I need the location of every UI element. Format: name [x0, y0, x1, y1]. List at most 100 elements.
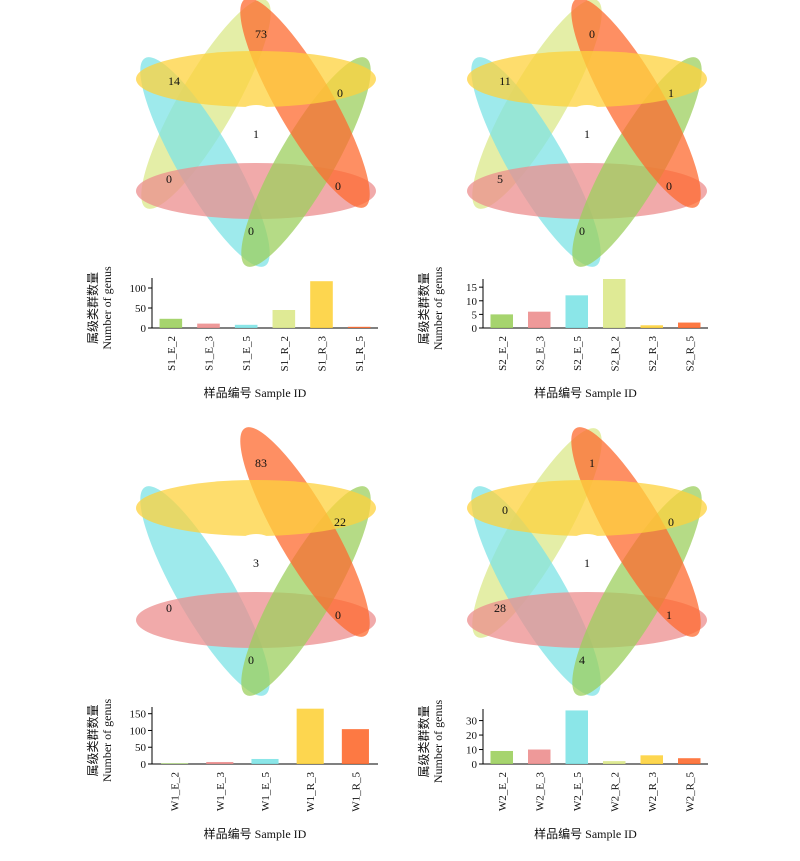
- y-axis-title-en: Number of genus: [100, 266, 114, 350]
- bar-w1-e-5: [251, 758, 279, 764]
- y-axis-title-en: Number of genus: [431, 267, 445, 351]
- y-axis-title-cn: 属级类群数量: [416, 705, 431, 777]
- bar-w2-r-3: [640, 755, 663, 764]
- petal-value-e-5: 28: [494, 601, 506, 615]
- bar-w2-e-3: [528, 749, 551, 764]
- bar-s1-e-5: [234, 324, 258, 328]
- x-axis-title: 样品编号 Sample ID: [204, 385, 307, 400]
- petal-value-r-3: 1: [589, 456, 595, 470]
- venn-center: [227, 534, 285, 592]
- petal-r-3: [467, 480, 707, 536]
- petal-r-3: [136, 51, 376, 107]
- petal-value-r-3: 83: [255, 456, 267, 470]
- bar-s2-r-2: [603, 279, 626, 328]
- x-tick-label: S2_R_5: [684, 336, 696, 372]
- y-tick-label: 30: [466, 716, 478, 728]
- panel-3: 0 0 0 22 83 3 0 50 100 150 W1_E_2 W1_E_3 W1_E_5 W1_R_…: [85, 427, 378, 841]
- bar-w2-e-2: [490, 750, 513, 764]
- petal-value-e-3: 0: [579, 224, 585, 238]
- petal-value-r-5: 0: [668, 515, 674, 529]
- bar-s2-e-5: [565, 295, 588, 328]
- bar-w1-e-2: [161, 763, 189, 764]
- x-tick-label: S2_E_3: [534, 336, 546, 371]
- bar-chart: 0 510 15 S2_E_2 S2_E_3 S2_E_5 S2_R_2 S2_R_3 S2_R…: [416, 267, 708, 400]
- petal-value-r-5: 0: [337, 86, 343, 100]
- bar-s2-r-5: [678, 322, 701, 328]
- y-tick-label: 5: [472, 309, 478, 321]
- y-tick-label: 10: [466, 745, 478, 757]
- y-tick-label: 50: [135, 742, 147, 754]
- petal-value-e-5: 0: [166, 601, 172, 615]
- x-tick-label: S1_E_5: [241, 336, 253, 371]
- x-tick-label: S1_E_3: [204, 336, 216, 371]
- venn-center-value: 1: [584, 556, 590, 570]
- petal-value-e-5: 5: [497, 172, 503, 186]
- venn-flower: 11 5 0 0 1 0 1: [467, 0, 707, 267]
- x-axis-title: 样品编号 Sample ID: [534, 385, 637, 400]
- x-tick-label: W2_E_5: [572, 772, 584, 812]
- x-tick-label: S2_R_3: [647, 336, 659, 372]
- bar-s2-e-3: [528, 311, 551, 328]
- y-tick-label: 50: [135, 303, 147, 315]
- x-tick-label: S2_E_2: [497, 336, 509, 371]
- venn-center: [558, 534, 616, 592]
- venn-flower: 0 0 0 22 83 3: [136, 427, 376, 696]
- bar-w2-e-5: [565, 710, 588, 764]
- x-tick-label: S1_R_5: [354, 336, 366, 372]
- x-tick-label: W2_R_3: [647, 772, 659, 812]
- petal-value-e-2: 0: [335, 179, 341, 193]
- petal-value-e-2: 1: [666, 608, 672, 622]
- petal-value-e-5: 0: [166, 172, 172, 186]
- x-tick-label: W1_E_5: [260, 772, 272, 812]
- venn-center-value: 1: [253, 127, 259, 141]
- petal-value-r-2: 14: [168, 74, 180, 88]
- y-axis-title-en: Number of genus: [100, 699, 114, 783]
- venn-flower: 0 28 4 1 0 1 1: [467, 427, 707, 696]
- y-tick-label: 0: [141, 323, 147, 335]
- petal-r-3: [467, 51, 707, 107]
- petal-value-r-3: 73: [255, 27, 267, 41]
- bar-chart: 0 10 20 30 W2_E_2 W2_E_3 W2_E_5 W2_R_2 W2_R_3 W2_…: [416, 700, 708, 841]
- bar-s1-r-2: [272, 310, 296, 328]
- petal-value-e-3: 0: [248, 653, 254, 667]
- y-axis-title-cn: 属级类群数量: [85, 704, 100, 776]
- y-axis-title-cn: 属级类群数量: [416, 272, 431, 344]
- x-axis-title: 样品编号 Sample ID: [204, 826, 307, 841]
- bar-w2-r-5: [678, 758, 701, 764]
- x-tick-label: W2_R_5: [684, 772, 696, 812]
- petal-value-r-2: 11: [499, 74, 511, 88]
- bar-chart: 0 50 100 150 W1_E_2 W1_E_3 W1_E_5 W1_R_3 W1_R_5 样…: [85, 699, 378, 841]
- bar-s1-e-2: [159, 318, 183, 328]
- x-tick-label: S1_R_3: [317, 336, 329, 372]
- x-tick-label: S2_E_5: [572, 336, 584, 371]
- x-tick-label: W2_R_2: [609, 772, 621, 812]
- y-tick-label: 0: [472, 759, 478, 771]
- y-tick-label: 0: [141, 759, 147, 771]
- bar-s1-e-3: [197, 323, 220, 328]
- bar-w1-e-3: [206, 761, 234, 764]
- petal-r-3: [136, 480, 376, 536]
- petal-value-e-2: 0: [666, 179, 672, 193]
- bar-w1-r-3: [296, 708, 324, 764]
- bar-w1-r-5: [341, 729, 369, 764]
- x-tick-label: W1_E_2: [170, 772, 182, 811]
- x-tick-label: S1_R_2: [279, 336, 291, 371]
- petal-value-e-2: 0: [335, 608, 341, 622]
- x-tick-label: W1_E_3: [215, 772, 227, 812]
- panel-1: 14 0 0 0 0 73 1 0 50 100 S1_E_2 S1_E_3 S1_E_5 S1_R_2 S…: [85, 0, 378, 400]
- x-axis-title: 样品编号 Sample ID: [534, 826, 637, 841]
- y-tick-label: 100: [130, 725, 147, 737]
- petal-value-e-3: 4: [579, 653, 585, 667]
- bar-s1-r-5: [347, 326, 371, 328]
- bar-s2-r-3: [640, 325, 663, 328]
- y-tick-label: 20: [466, 730, 478, 742]
- x-tick-label: W1_R_3: [305, 772, 317, 812]
- petal-value-r-5: 22: [334, 515, 346, 529]
- y-tick-label: 15: [466, 282, 478, 294]
- venn-center: [558, 105, 616, 163]
- bar-chart: 0 50 100 S1_E_2 S1_E_3 S1_E_5 S1_R_2 S1_R_3 S1_R…: [85, 266, 378, 400]
- venn-center-value: 3: [253, 556, 259, 570]
